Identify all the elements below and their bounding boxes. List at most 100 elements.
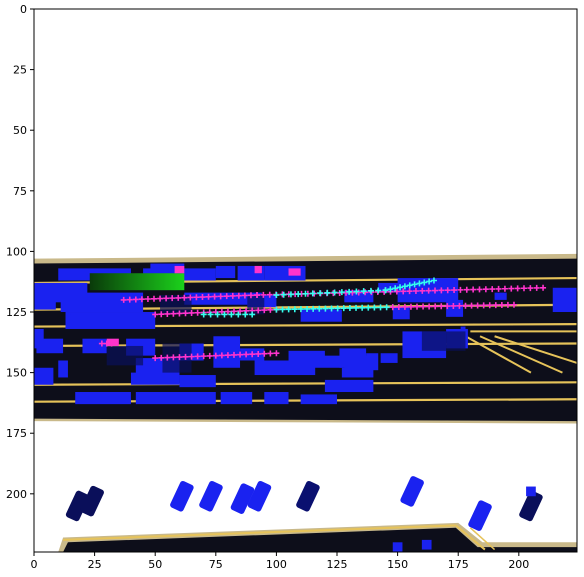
- trajectory-point: [150, 295, 157, 302]
- vehicle-box-shaded: [247, 295, 265, 315]
- trajectory-point: [287, 291, 294, 298]
- vehicle-box: [130, 372, 180, 385]
- trajectory-point: [346, 305, 353, 312]
- vehicle-box: [446, 299, 464, 317]
- trajectory-point: [170, 354, 177, 361]
- vehicle-box: [220, 392, 253, 405]
- vehicle-box: [552, 287, 577, 313]
- trajectory-point: [438, 287, 445, 294]
- vehicle-box: [324, 379, 374, 393]
- parked-vehicle: [296, 480, 320, 512]
- trajectory-point: [163, 295, 170, 302]
- trajectory-point: [164, 354, 171, 361]
- x-tick-label: 0: [31, 558, 38, 571]
- x-tick-label: 200: [508, 558, 529, 571]
- trajectory-point: [387, 286, 394, 293]
- trajectory-point: [199, 294, 206, 301]
- lane-line: [33, 381, 578, 386]
- vehicle-box: [213, 336, 241, 368]
- trajectory-point: [138, 296, 145, 303]
- lane-line: [33, 342, 578, 348]
- y-tick-label: 125: [6, 306, 27, 319]
- trajectory-point: [194, 353, 201, 360]
- ramp-line: [465, 335, 532, 374]
- trajectory-point: [176, 354, 183, 361]
- trajectory-point: [407, 303, 414, 310]
- trajectory-point: [470, 286, 477, 293]
- trajectory-point: [182, 353, 189, 360]
- trajectory-point: [243, 351, 250, 358]
- trajectory-point: [324, 289, 331, 296]
- small-vehicle: [526, 486, 536, 497]
- trajectory-point: [285, 306, 292, 313]
- axes-frame-overlay: [33, 8, 578, 553]
- trajectory-point: [353, 288, 360, 295]
- trajectory-point: [457, 286, 464, 293]
- trajectory-point: [193, 294, 200, 301]
- trajectory-point: [188, 353, 195, 360]
- trajectory-point: [432, 303, 439, 310]
- trajectory-point: [411, 281, 418, 288]
- trajectory-point: [221, 311, 228, 318]
- trajectory-point: [412, 288, 419, 295]
- trajectory-point: [468, 302, 475, 309]
- trajectory-point: [152, 311, 159, 318]
- trajectory-point: [266, 291, 273, 298]
- x-tick-label: 175: [448, 558, 469, 571]
- trajectory-point: [527, 285, 534, 292]
- trajectory-point: [416, 280, 423, 287]
- trajectory-point: [486, 302, 493, 309]
- trajectory-point: [212, 352, 219, 359]
- trajectory-point: [261, 307, 268, 314]
- trajectory-point: [450, 302, 457, 309]
- trajectory-point: [207, 311, 214, 318]
- vehicle-box: [380, 353, 398, 363]
- x-tick-label: 100: [266, 558, 287, 571]
- vehicle-box-shaded: [106, 345, 144, 366]
- y-tick-label: 50: [13, 124, 27, 137]
- y-tick-label: 150: [6, 367, 27, 380]
- parked-vehicle: [65, 490, 90, 522]
- vehicle-box: [494, 292, 507, 300]
- trajectory-point: [533, 284, 540, 291]
- trajectory-point: [297, 306, 304, 313]
- trajectory-point: [295, 291, 302, 298]
- trajectory-point: [304, 305, 311, 312]
- trajectory-point: [375, 287, 382, 294]
- trajectory-point: [498, 301, 505, 308]
- axes-layer: 0 25 50 75 100 125 150 175 200 0 25 50 75 100 125 150 17…: [6, 3, 578, 571]
- x-tick-label: 75: [209, 558, 223, 571]
- vehicle-box: [34, 328, 44, 349]
- trajectory-point: [217, 293, 224, 300]
- trajectory-point: [200, 353, 207, 360]
- marker-blob: [106, 338, 119, 346]
- trajectory-point: [514, 285, 521, 292]
- parked-vehicle: [230, 483, 255, 514]
- trajectory-point: [340, 305, 347, 312]
- trajectory-point: [426, 278, 433, 285]
- trajectory-point: [237, 308, 244, 315]
- trajectory-point: [451, 287, 458, 294]
- trajectory-point: [273, 350, 280, 357]
- vehicle-box: [75, 392, 131, 405]
- trajectory-point: [482, 286, 489, 293]
- trajectory-point: [249, 311, 256, 318]
- trajectory-point: [273, 306, 280, 313]
- trajectory-point: [170, 310, 177, 317]
- trajectory-point: [218, 352, 225, 359]
- trajectory-point: [444, 303, 451, 310]
- trajectory-point: [420, 303, 427, 310]
- trajectory-point: [393, 288, 400, 295]
- trajectory-point: [211, 293, 218, 300]
- trajectory-point: [279, 306, 286, 313]
- parked-vehicle: [519, 490, 543, 522]
- trajectory-point: [349, 289, 356, 296]
- lower-lane-line: [455, 524, 486, 551]
- parked-vehicle: [199, 480, 223, 512]
- trajectory-point: [194, 309, 201, 316]
- vehicle-box: [339, 348, 367, 368]
- trajectory-point: [401, 283, 408, 290]
- y-tick-label: 175: [6, 427, 27, 440]
- vehicle-box: [254, 360, 316, 376]
- ramp-line: [479, 335, 563, 374]
